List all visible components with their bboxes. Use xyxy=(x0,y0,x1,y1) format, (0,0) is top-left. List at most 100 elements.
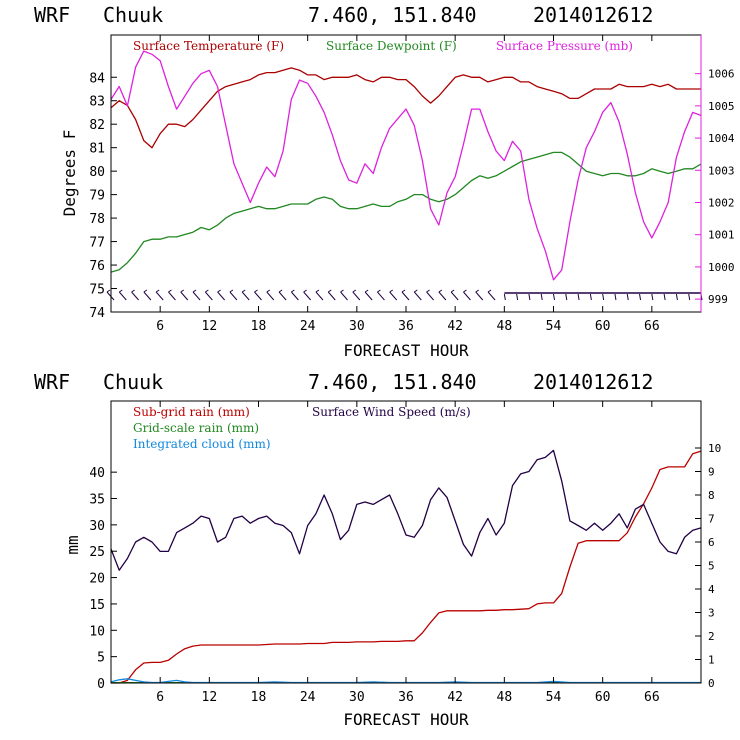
wind-barb xyxy=(503,293,506,301)
wind-barb xyxy=(340,291,348,301)
wind-barb-flag xyxy=(414,289,418,293)
panel2-y-axis-title: mm xyxy=(63,535,82,554)
y2-tick-label: 6 xyxy=(708,536,715,549)
wind-barb xyxy=(327,291,336,301)
wind-barb-flag xyxy=(266,289,271,293)
panel2-station-label: Chuuk xyxy=(103,370,163,394)
wind-barb xyxy=(540,293,543,301)
x-tick-label: 42 xyxy=(447,690,463,705)
y2-tick-label: 1002 xyxy=(708,196,735,209)
wind-barb xyxy=(155,291,164,301)
wind-barb-flag xyxy=(291,289,295,293)
wind-barb-flag xyxy=(180,289,185,293)
y-tick-label: 40 xyxy=(89,466,105,481)
panel2-x-axis-title: FORECAST HOUR xyxy=(343,710,469,729)
wind-barb xyxy=(131,291,139,301)
panel1-y-axis-title: Degrees F xyxy=(60,130,79,217)
y-tick-label: 0 xyxy=(97,677,105,692)
wind-barb xyxy=(352,291,361,301)
wind-barb xyxy=(401,291,410,301)
wind-barb xyxy=(463,291,471,301)
x-tick-label: 24 xyxy=(300,690,316,705)
y-tick-label: 80 xyxy=(89,165,105,180)
wind-barb xyxy=(688,293,691,301)
y-tick-label: 25 xyxy=(89,545,105,560)
wind-barb xyxy=(438,291,447,301)
wind-barb xyxy=(290,291,299,301)
panel2-legend-wind: Surface Wind Speed (m/s) xyxy=(312,405,471,419)
wind-barb xyxy=(377,291,385,301)
panel1-legend-temperature: Surface Temperature (F) xyxy=(133,39,284,53)
wind-barb-flag xyxy=(340,289,344,293)
panel1-x-axis-title: FORECAST HOUR xyxy=(343,341,469,360)
wind-barb xyxy=(254,291,262,301)
y2-tick-label: 0 xyxy=(708,677,715,690)
y-tick-label: 75 xyxy=(89,283,105,298)
panel1-coords-label: 7.460, 151.840 xyxy=(308,3,477,27)
y-tick-label: 15 xyxy=(89,598,105,613)
wind-barb-flag xyxy=(401,289,406,293)
x-tick-label: 18 xyxy=(251,319,267,334)
y-tick-label: 20 xyxy=(89,572,105,587)
y2-tick-label: 2 xyxy=(708,630,715,643)
y-tick-label: 74 xyxy=(89,306,105,321)
wind-barb xyxy=(528,293,531,301)
y2-tick-label: 1001 xyxy=(708,229,735,242)
y2-tick-label: 1003 xyxy=(708,164,735,177)
y-tick-label: 35 xyxy=(89,493,105,508)
y2-tick-label: 9 xyxy=(708,466,715,479)
y-tick-label: 84 xyxy=(89,71,105,86)
x-tick-label: 6 xyxy=(156,319,164,334)
x-tick-label: 60 xyxy=(595,690,611,705)
y-tick-label: 82 xyxy=(89,118,105,133)
wind-barb xyxy=(315,291,324,301)
wind-barb xyxy=(487,291,496,301)
wind-barb-flag xyxy=(364,289,369,293)
wind-barb-flag xyxy=(389,289,393,293)
wind-barb xyxy=(565,293,568,301)
series-line-surface-wind-speed-m-s xyxy=(110,449,702,571)
wind-barb xyxy=(389,291,398,301)
wind-barb-flag xyxy=(241,289,246,293)
y-tick-label: 78 xyxy=(89,212,105,227)
y2-tick-label: 1000 xyxy=(708,261,735,274)
panel1-run-label: 2014012612 xyxy=(533,3,653,27)
wind-barb xyxy=(303,291,312,301)
wind-barb xyxy=(168,291,176,301)
wind-barb xyxy=(241,291,250,301)
wind-barb xyxy=(553,293,555,301)
x-tick-label: 6 xyxy=(156,690,164,705)
wind-barb-flag xyxy=(438,289,443,293)
wind-barb xyxy=(229,291,238,301)
x-tick-label: 66 xyxy=(644,319,660,334)
wind-barb xyxy=(192,291,201,301)
wind-barb xyxy=(266,291,275,301)
panel1-legend-pressure: Surface Pressure (mb) xyxy=(496,39,633,53)
y-tick-label: 79 xyxy=(89,189,105,204)
x-tick-label: 48 xyxy=(497,319,513,334)
panel1-legend-dewpoint: Surface Dewpoint (F) xyxy=(326,39,457,53)
y-tick-label: 81 xyxy=(89,142,105,157)
panel1-wind-barbs xyxy=(106,289,703,301)
wind-barb-flag xyxy=(315,289,320,293)
wind-barb xyxy=(602,293,605,301)
y2-tick-label: 8 xyxy=(708,489,715,502)
x-tick-label: 48 xyxy=(497,690,513,705)
wind-barb xyxy=(577,293,580,301)
y2-tick-label: 1 xyxy=(708,654,715,667)
series-line-surface-dewpoint-f xyxy=(110,151,702,273)
y-tick-label: 83 xyxy=(89,95,105,110)
wind-barb-flag xyxy=(327,289,332,293)
y2-tick-label: 7 xyxy=(708,513,715,526)
x-tick-label: 66 xyxy=(644,690,660,705)
series-line-surface-pressure-mb xyxy=(110,50,702,281)
series-line-sub-grid-rain-mm xyxy=(111,450,702,684)
wind-barb-flag xyxy=(155,289,160,293)
panel2-legend-gridscale: Grid-scale rain (mm) xyxy=(133,421,259,435)
wind-barb-flag xyxy=(143,289,148,293)
wind-barb xyxy=(614,293,617,301)
wind-barb xyxy=(663,293,666,301)
wind-barb xyxy=(450,291,459,301)
wind-barb xyxy=(180,291,189,301)
